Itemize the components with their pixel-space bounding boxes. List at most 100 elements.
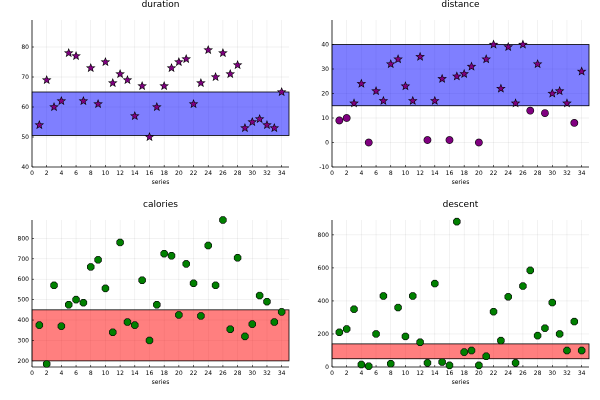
x-tick-label: 14 (431, 170, 439, 177)
data-point (71, 50, 81, 61)
data-point (350, 305, 358, 313)
data-point (563, 346, 571, 355)
x-tick-label: 30 (548, 370, 556, 377)
data-point (415, 51, 425, 61)
data-point (152, 101, 162, 112)
chart-distance: 0 2 4 6 8 10 12 14 16 18 20 22 24 26 28 30 32 34-10010203… (319, 0, 590, 186)
x-tick-label: 6 (374, 370, 378, 377)
data-point (65, 301, 73, 309)
data-point (78, 95, 89, 106)
x-axis-label: series (452, 379, 470, 386)
data-point (196, 77, 206, 88)
x-tick-label: 22 (190, 370, 198, 377)
data-point (467, 346, 476, 355)
y-tick-label: 200 (18, 358, 30, 365)
y-tick-label: 400 (18, 317, 30, 324)
data-point (160, 249, 168, 258)
x-tick-label: 8 (389, 370, 393, 377)
data-point (335, 328, 344, 337)
x-tick-label: 16 (146, 370, 154, 377)
y-tick-label: 30 (321, 66, 329, 73)
data-point (226, 325, 234, 333)
chart-title: duration (142, 0, 180, 10)
x-tick-label: 34 (578, 170, 586, 177)
chart-title: distance (441, 0, 480, 10)
x-tick-label: 0 (330, 170, 334, 177)
data-point (357, 360, 366, 369)
x-tick-label: 32 (263, 170, 271, 177)
y-tick-label: 700 (18, 256, 30, 263)
y-tick-label: 60 (21, 104, 29, 111)
data-point (453, 217, 461, 226)
x-tick-label: 16 (446, 170, 454, 177)
data-point (335, 116, 344, 125)
x-tick-label: 14 (431, 370, 439, 377)
y-tick-label: 40 (321, 42, 329, 49)
x-tick-label: 22 (190, 170, 198, 177)
x-tick-label: 28 (534, 170, 542, 177)
data-point (263, 297, 271, 306)
data-point (115, 68, 125, 79)
x-tick-label: 20 (175, 370, 183, 377)
data-point (576, 66, 587, 76)
data-point (364, 362, 373, 370)
data-point (131, 321, 139, 329)
x-tick-label: 14 (131, 370, 139, 377)
data-point (431, 279, 439, 288)
data-point (218, 47, 228, 58)
data-point (474, 138, 483, 147)
chart-duration: 0 2 4 6 8 10 12 14 16 18 20 22 24 26 28 30 32 34405060708… (21, 0, 290, 186)
x-tick-label: 24 (204, 370, 212, 377)
band-rect (31, 91, 290, 136)
data-point (547, 88, 558, 98)
data-point (378, 95, 389, 105)
data-point (518, 39, 528, 49)
y-tick-label: 800 (318, 232, 330, 239)
x-tick-label: 12 (116, 370, 124, 377)
data-point (233, 254, 242, 262)
data-point (123, 318, 132, 326)
x-tick-label: 12 (416, 370, 424, 377)
data-point (34, 119, 45, 130)
data-point (533, 331, 542, 340)
data-point (541, 324, 549, 332)
data-point (379, 292, 388, 300)
data-point (394, 303, 402, 312)
data-point (42, 360, 51, 368)
x-tick-label: 24 (204, 170, 212, 177)
chart-title: descent (443, 200, 479, 210)
y-tick-label: -10 (319, 164, 329, 171)
data-point (519, 282, 527, 290)
data-point (197, 312, 205, 320)
x-tick-label: 26 (219, 370, 227, 377)
data-point (423, 136, 432, 144)
data-point (570, 317, 579, 326)
data-point (100, 56, 111, 67)
data-point (107, 77, 118, 88)
data-point (270, 318, 279, 326)
x-tick-label: 10 (102, 170, 110, 177)
y-tick-label: 0 (325, 364, 329, 371)
y-tick-label: 600 (18, 276, 30, 283)
data-point (109, 328, 117, 337)
x-tick-label: 6 (74, 170, 78, 177)
x-tick-label: 4 (359, 370, 363, 377)
data-point (240, 122, 250, 133)
data-point (203, 44, 214, 55)
x-tick-label: 24 (504, 170, 512, 177)
x-tick-label: 8 (89, 170, 93, 177)
data-point (409, 292, 417, 300)
data-point (342, 325, 351, 333)
data-point (342, 114, 351, 122)
data-point (189, 279, 198, 288)
data-point (349, 98, 359, 108)
band-rect (31, 309, 290, 362)
x-tick-label: 2 (45, 370, 49, 377)
data-point (269, 122, 280, 133)
y-tick-label: 20 (321, 91, 329, 98)
x-axis-label: series (152, 379, 170, 386)
data-point (101, 284, 110, 293)
data-point (166, 62, 177, 73)
x-tick-label: 4 (359, 170, 363, 177)
x-tick-label: 32 (263, 370, 271, 377)
